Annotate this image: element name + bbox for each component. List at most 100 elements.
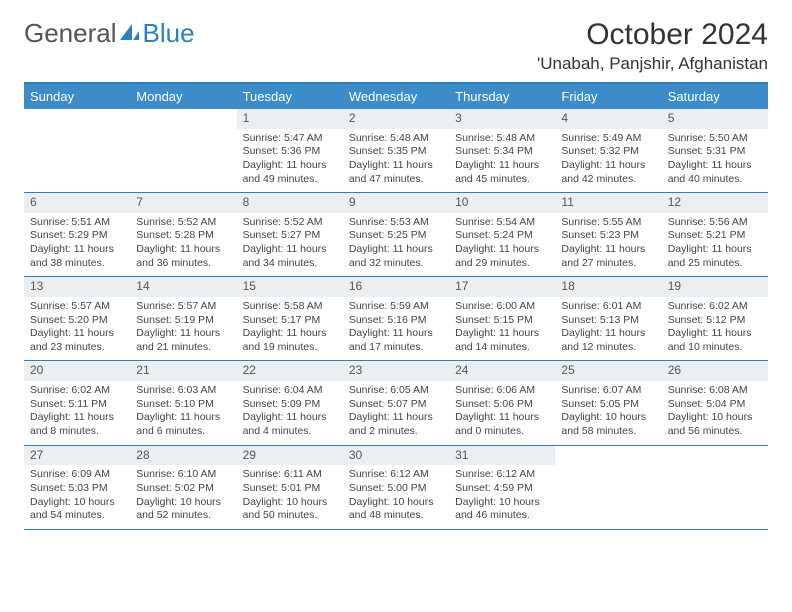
day-number: 19 [662, 277, 768, 297]
sunrise-text: Sunrise: 5:48 AM [455, 132, 549, 146]
calendar-cell: 2Sunrise: 5:48 AMSunset: 5:35 PMDaylight… [343, 109, 449, 192]
sunrise-text: Sunrise: 6:05 AM [349, 384, 443, 398]
cell-body: Sunrise: 6:03 AMSunset: 5:10 PMDaylight:… [130, 381, 236, 445]
daylight-text: Daylight: 11 hours and 34 minutes. [243, 243, 337, 270]
day-header-row: Sunday Monday Tuesday Wednesday Thursday… [24, 84, 768, 109]
calendar-cell: 11Sunrise: 5:55 AMSunset: 5:23 PMDayligh… [555, 193, 661, 276]
cell-body: Sunrise: 6:06 AMSunset: 5:06 PMDaylight:… [449, 381, 555, 445]
sunset-text: Sunset: 5:01 PM [243, 482, 337, 496]
daylight-text: Daylight: 11 hours and 2 minutes. [349, 411, 443, 438]
sunset-text: Sunset: 5:10 PM [136, 398, 230, 412]
sunrise-text: Sunrise: 5:58 AM [243, 300, 337, 314]
sunrise-text: Sunrise: 5:47 AM [243, 132, 337, 146]
cell-body: Sunrise: 5:58 AMSunset: 5:17 PMDaylight:… [237, 297, 343, 361]
calendar-cell: 9Sunrise: 5:53 AMSunset: 5:25 PMDaylight… [343, 193, 449, 276]
cell-body: Sunrise: 5:56 AMSunset: 5:21 PMDaylight:… [662, 213, 768, 277]
calendar-cell: 24Sunrise: 6:06 AMSunset: 5:06 PMDayligh… [449, 361, 555, 444]
day-number: 18 [555, 277, 661, 297]
logo-sail-icon [119, 18, 141, 49]
sunset-text: Sunset: 5:16 PM [349, 314, 443, 328]
sunset-text: Sunset: 5:09 PM [243, 398, 337, 412]
sunset-text: Sunset: 5:31 PM [668, 145, 762, 159]
calendar-cell: 15Sunrise: 5:58 AMSunset: 5:17 PMDayligh… [237, 277, 343, 360]
sunset-text: Sunset: 5:27 PM [243, 229, 337, 243]
cell-body: Sunrise: 6:01 AMSunset: 5:13 PMDaylight:… [555, 297, 661, 361]
cell-body: Sunrise: 5:53 AMSunset: 5:25 PMDaylight:… [343, 213, 449, 277]
calendar-cell: 14Sunrise: 5:57 AMSunset: 5:19 PMDayligh… [130, 277, 236, 360]
day-number: 13 [24, 277, 130, 297]
sunrise-text: Sunrise: 6:01 AM [561, 300, 655, 314]
calendar-cell: 29Sunrise: 6:11 AMSunset: 5:01 PMDayligh… [237, 446, 343, 529]
day-number: 14 [130, 277, 236, 297]
day-number: 24 [449, 361, 555, 381]
daylight-text: Daylight: 11 hours and 36 minutes. [136, 243, 230, 270]
day-number: 11 [555, 193, 661, 213]
calendar-cell: 1Sunrise: 5:47 AMSunset: 5:36 PMDaylight… [237, 109, 343, 192]
day-number: 3 [449, 109, 555, 129]
sunrise-text: Sunrise: 5:54 AM [455, 216, 549, 230]
sunrise-text: Sunrise: 6:02 AM [30, 384, 124, 398]
week-row: 13Sunrise: 5:57 AMSunset: 5:20 PMDayligh… [24, 277, 768, 361]
sunset-text: Sunset: 5:12 PM [668, 314, 762, 328]
cell-body: Sunrise: 6:12 AMSunset: 4:59 PMDaylight:… [449, 465, 555, 529]
day-number: 29 [237, 446, 343, 466]
day-header: Thursday [449, 84, 555, 109]
daylight-text: Daylight: 11 hours and 45 minutes. [455, 159, 549, 186]
calendar-cell [662, 446, 768, 529]
day-number: 21 [130, 361, 236, 381]
calendar-cell: 3 Sunrise: 5:48 AMSunset: 5:34 PMDaylight… [449, 109, 555, 192]
sunset-text: Sunset: 5:19 PM [136, 314, 230, 328]
day-header: Friday [555, 84, 661, 109]
sunset-text: Sunset: 5:29 PM [30, 229, 124, 243]
cell-body: Sunrise: 5:47 AMSunset: 5:36 PMDaylight:… [237, 129, 343, 193]
sunrise-text: Sunrise: 6:12 AM [455, 468, 549, 482]
cell-body: Sunrise: 5:51 AMSunset: 5:29 PMDaylight:… [24, 213, 130, 277]
day-number: 1 [237, 109, 343, 129]
calendar-cell [24, 109, 130, 192]
day-number: 23 [343, 361, 449, 381]
day-number: 22 [237, 361, 343, 381]
sunrise-text: Sunrise: 6:08 AM [668, 384, 762, 398]
sunset-text: Sunset: 5:25 PM [349, 229, 443, 243]
day-number: 31 [449, 446, 555, 466]
day-number: 16 [343, 277, 449, 297]
day-header: Sunday [24, 84, 130, 109]
day-header: Tuesday [237, 84, 343, 109]
day-header: Saturday [662, 84, 768, 109]
sunrise-text: Sunrise: 5:52 AM [136, 216, 230, 230]
daylight-text: Daylight: 11 hours and 40 minutes. [668, 159, 762, 186]
calendar-cell: 18Sunrise: 6:01 AMSunset: 5:13 PMDayligh… [555, 277, 661, 360]
sunset-text: Sunset: 5:32 PM [561, 145, 655, 159]
calendar-cell: 20Sunrise: 6:02 AMSunset: 5:11 PMDayligh… [24, 361, 130, 444]
day-header: Wednesday [343, 84, 449, 109]
day-number: 27 [24, 446, 130, 466]
calendar-cell: 16Sunrise: 5:59 AMSunset: 5:16 PMDayligh… [343, 277, 449, 360]
sunrise-text: Sunrise: 5:59 AM [349, 300, 443, 314]
calendar-cell: 10Sunrise: 5:54 AMSunset: 5:24 PMDayligh… [449, 193, 555, 276]
daylight-text: Daylight: 11 hours and 14 minutes. [455, 327, 549, 354]
daylight-text: Daylight: 11 hours and 4 minutes. [243, 411, 337, 438]
sunset-text: Sunset: 5:02 PM [136, 482, 230, 496]
daylight-text: Daylight: 10 hours and 48 minutes. [349, 496, 443, 523]
sunset-text: Sunset: 5:00 PM [349, 482, 443, 496]
sunset-text: Sunset: 5:28 PM [136, 229, 230, 243]
title-block: October 2024 'Unabah, Panjshir, Afghanis… [537, 18, 768, 74]
sunset-text: Sunset: 5:34 PM [455, 145, 549, 159]
cell-body: Sunrise: 5:52 AMSunset: 5:28 PMDaylight:… [130, 213, 236, 277]
sunrise-text: Sunrise: 6:06 AM [455, 384, 549, 398]
daylight-text: Daylight: 11 hours and 19 minutes. [243, 327, 337, 354]
sunset-text: Sunset: 5:13 PM [561, 314, 655, 328]
sunset-text: Sunset: 5:07 PM [349, 398, 443, 412]
calendar-cell: 12Sunrise: 5:56 AMSunset: 5:21 PMDayligh… [662, 193, 768, 276]
sunset-text: Sunset: 5:21 PM [668, 229, 762, 243]
sunrise-text: Sunrise: 5:56 AM [668, 216, 762, 230]
daylight-text: Daylight: 11 hours and 25 minutes. [668, 243, 762, 270]
daylight-text: Daylight: 11 hours and 6 minutes. [136, 411, 230, 438]
daylight-text: Daylight: 11 hours and 49 minutes. [243, 159, 337, 186]
calendar-cell: 4Sunrise: 5:49 AMSunset: 5:32 PMDaylight… [555, 109, 661, 192]
day-number: 20 [24, 361, 130, 381]
sunrise-text: Sunrise: 5:49 AM [561, 132, 655, 146]
calendar-cell: 23 Sunrise: 6:05 AMSunset: 5:07 PMDayligh… [343, 361, 449, 444]
calendar-cell: 19Sunrise: 6:02 AMSunset: 5:12 PMDayligh… [662, 277, 768, 360]
week-row: 20Sunrise: 6:02 AMSunset: 5:11 PMDayligh… [24, 361, 768, 445]
